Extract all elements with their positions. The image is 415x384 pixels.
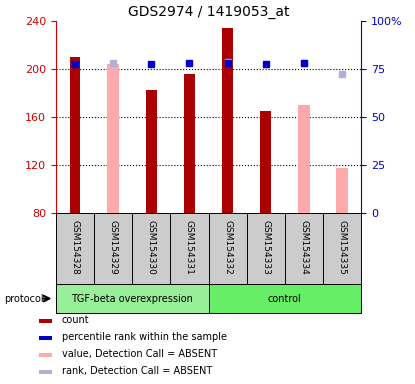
Text: count: count bbox=[62, 315, 90, 325]
Text: GSM154329: GSM154329 bbox=[109, 220, 118, 275]
Bar bbox=[260, 111, 271, 213]
Text: GSM154332: GSM154332 bbox=[223, 220, 232, 275]
Bar bbox=[70, 57, 81, 213]
Text: rank, Detection Call = ABSENT: rank, Detection Call = ABSENT bbox=[62, 366, 212, 376]
Text: GSM154334: GSM154334 bbox=[299, 220, 308, 275]
Text: GSM154335: GSM154335 bbox=[337, 220, 347, 275]
Bar bbox=[222, 28, 233, 213]
Text: percentile rank within the sample: percentile rank within the sample bbox=[62, 332, 227, 342]
Bar bbox=[209, 284, 361, 313]
Bar bbox=[146, 89, 157, 213]
Text: value, Detection Call = ABSENT: value, Detection Call = ABSENT bbox=[62, 349, 217, 359]
Bar bbox=[39, 319, 52, 323]
Bar bbox=[39, 353, 52, 357]
Text: GSM154331: GSM154331 bbox=[185, 220, 194, 275]
Bar bbox=[184, 74, 195, 213]
Text: GSM154333: GSM154333 bbox=[261, 220, 270, 275]
Bar bbox=[336, 167, 348, 213]
Bar bbox=[39, 370, 52, 374]
Text: GSM154328: GSM154328 bbox=[71, 220, 80, 275]
Title: GDS2974 / 1419053_at: GDS2974 / 1419053_at bbox=[128, 5, 289, 19]
Text: TGF-beta overexpression: TGF-beta overexpression bbox=[71, 293, 193, 304]
Bar bbox=[56, 284, 209, 313]
Text: control: control bbox=[268, 293, 302, 304]
Bar bbox=[39, 336, 52, 340]
Text: protocol: protocol bbox=[4, 293, 44, 304]
Text: GSM154330: GSM154330 bbox=[147, 220, 156, 275]
Bar bbox=[298, 105, 310, 213]
Bar bbox=[107, 64, 120, 213]
